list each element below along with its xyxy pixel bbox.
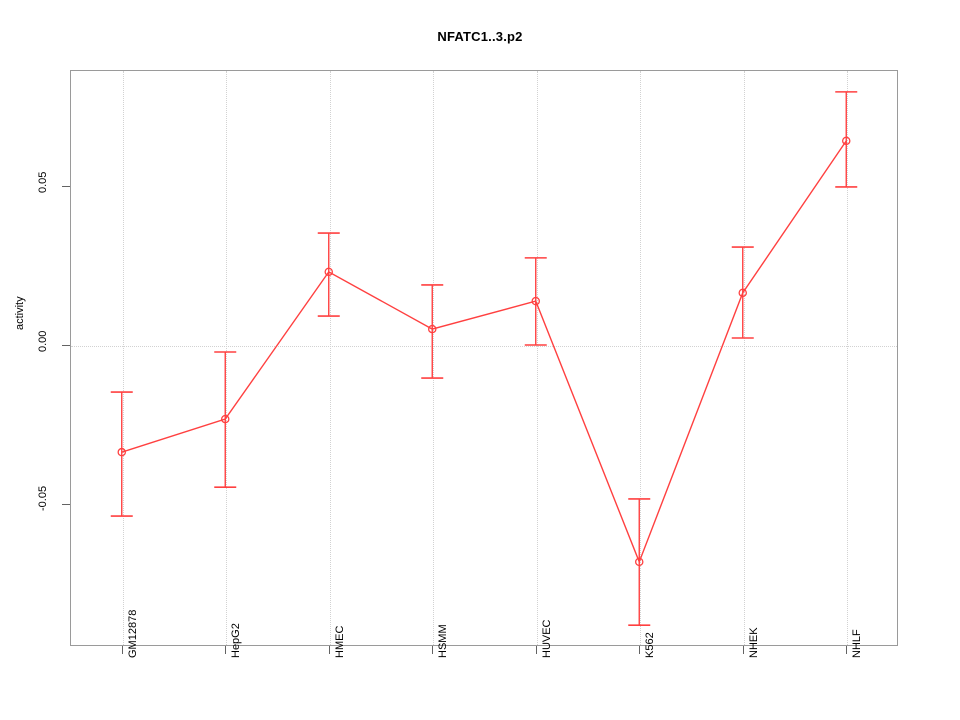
gridline-vertical [122,71,124,645]
gridline-vertical [536,71,538,645]
y-tick-mark [62,504,70,505]
x-tick-label: GM12878 [126,609,139,658]
x-tick-mark [328,646,330,654]
y-tick-mark [62,345,70,346]
x-tick-mark [639,646,641,654]
gridline-vertical [226,71,228,645]
gridline-vertical [743,71,745,645]
x-tick-mark [121,646,123,654]
gridline-vertical [329,71,331,645]
x-tick-label: HUVEC [540,619,553,658]
plot-frame [70,70,898,646]
y-axis-label: activity [14,296,26,330]
x-tick-label: HepG2 [230,623,243,658]
y-tick-label: 0.05 [37,171,49,193]
x-tick-mark [535,646,537,654]
gridline-horizontal [71,346,897,347]
x-tick-mark [432,646,434,654]
y-tick-mark [62,186,70,187]
x-tick-mark [225,646,227,654]
x-tick-mark [846,646,848,654]
gridline-vertical [640,71,642,645]
gridline-vertical [433,71,435,645]
x-tick-mark [742,646,744,654]
x-tick-label: K562 [644,632,657,658]
gridline-vertical [847,71,849,645]
plot-area [71,71,897,645]
x-tick-label: NHLF [851,629,864,658]
x-tick-label: HMEC [333,625,346,658]
y-tick-label: 0.00 [37,330,49,352]
page-title: NFATC1..3.p2 [437,29,523,44]
x-tick-label: NHEK [747,627,760,658]
y-tick-label: -0.05 [37,485,49,511]
x-tick-label: HSMM [437,624,450,658]
